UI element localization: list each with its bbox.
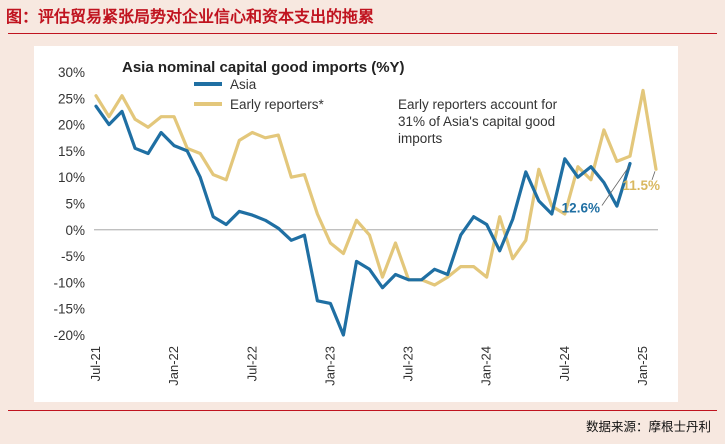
y-tick-label: 0% xyxy=(65,223,85,238)
y-tick-label: -15% xyxy=(53,302,85,317)
line-chart: Asia nominal capital good imports (%Y) A… xyxy=(53,59,660,386)
x-tick-label: Jul-22 xyxy=(244,346,259,381)
series-line-asia xyxy=(94,104,632,337)
callout-line-asia xyxy=(601,166,630,206)
annotation-note-line-1: Early reporters account for xyxy=(398,97,558,112)
y-tick-label: -5% xyxy=(61,249,85,264)
bottom-divider xyxy=(8,410,717,411)
chart-panel: Asia nominal capital good imports (%Y) A… xyxy=(34,46,678,402)
x-tick-label: Jan-24 xyxy=(479,346,494,386)
source-note: 数据来源：摩根士丹利 xyxy=(585,419,711,434)
y-tick-label: 30% xyxy=(58,65,85,80)
chart-title: Asia nominal capital good imports (%Y) xyxy=(122,59,405,76)
x-tick-label: Jul-24 xyxy=(557,346,572,381)
data-label-asia-last: 12.6% xyxy=(562,201,600,216)
series-line-early-reporters xyxy=(94,88,658,287)
annotation-note-line-2: 31% of Asia's capital good xyxy=(398,114,555,129)
x-tick-label: Jul-23 xyxy=(401,346,416,381)
figure-title: 图：评估贸易紧张局势对企业信心和资本支出的拖累 xyxy=(6,7,375,26)
legend-label-early: Early reporters* xyxy=(230,97,325,112)
y-tick-label: 15% xyxy=(58,144,85,159)
y-tick-label: 20% xyxy=(58,118,85,133)
y-tick-label: 10% xyxy=(58,170,85,185)
y-tick-label: 5% xyxy=(65,197,85,212)
y-tick-label: -10% xyxy=(53,275,85,290)
series-layer xyxy=(94,88,658,337)
y-axis-ticks: 30% 25% 20% 15% 10% 5% 0% -5% -10% -15% -20% xyxy=(53,65,85,343)
legend-label-asia: Asia xyxy=(230,77,257,92)
y-tick-label: -20% xyxy=(53,328,85,343)
annotation-note: Early reporters account for 31% of Asia'… xyxy=(398,97,558,146)
x-tick-label: Jan-25 xyxy=(635,346,650,386)
legend: Asia Early reporters* xyxy=(194,77,325,112)
y-tick-label: 25% xyxy=(58,91,85,106)
data-label-early-last: 11.5% xyxy=(622,178,660,193)
x-tick-label: Jan-23 xyxy=(322,346,337,386)
annotation-note-line-3: imports xyxy=(398,131,443,146)
x-axis-ticks: Jul-21 Jan-22 Jul-22 Jan-23 Jul-23 Jan-24 Jul-… xyxy=(88,346,650,386)
callout-line-early xyxy=(651,171,656,180)
x-tick-label: Jan-22 xyxy=(166,346,181,386)
x-tick-label: Jul-21 xyxy=(88,346,103,381)
top-divider xyxy=(8,33,717,34)
